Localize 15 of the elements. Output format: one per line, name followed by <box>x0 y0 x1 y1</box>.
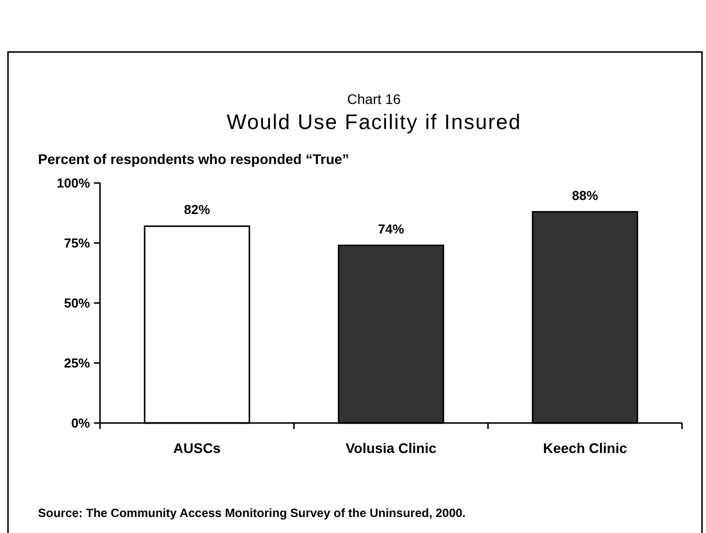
chart-title: Would Use Facility if Insured <box>226 111 522 134</box>
y-axis-title: Percent of respondents who responded “True” <box>38 151 350 167</box>
data-label: 82% <box>184 202 210 218</box>
y-tick-label: 25% <box>64 356 90 371</box>
y-tick-label: 100% <box>56 176 90 191</box>
data-label: 88% <box>572 188 598 203</box>
x-tick-label: AUSCs <box>173 440 221 456</box>
y-tick-label: 75% <box>64 236 90 251</box>
source-note: Source: The Community Access Monitoring Survey of the Uninsured, 2000. <box>38 506 466 520</box>
y-tick-label: 50% <box>64 296 90 311</box>
chart-subtitle: Chart 16 <box>347 91 402 107</box>
x-tick-label: Keech Clinic <box>542 440 628 456</box>
x-tick-label: Volusia Clinic <box>346 440 437 456</box>
data-label: 74% <box>378 221 404 236</box>
y-tick-label: 0% <box>71 416 90 431</box>
